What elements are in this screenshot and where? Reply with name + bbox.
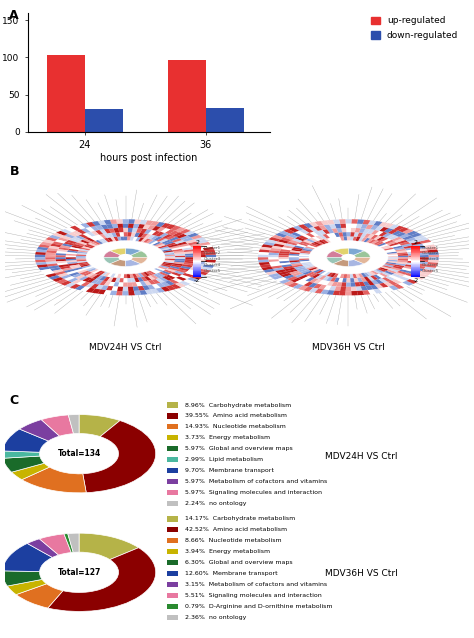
Legend: up-regulated, down-regulated: up-regulated, down-regulated [369,15,460,41]
Text: A: A [9,9,19,22]
Text: C: C [9,394,18,408]
Text: B: B [9,165,19,179]
